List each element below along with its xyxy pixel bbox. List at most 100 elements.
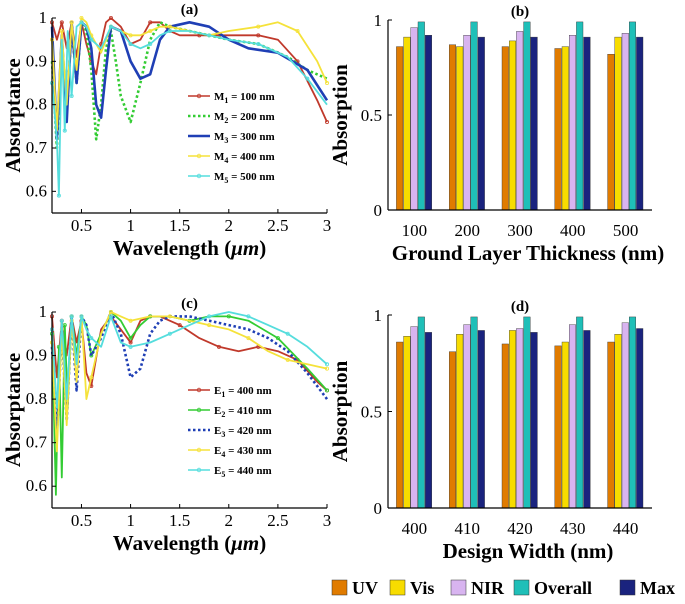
y-tick-label: 0.6 <box>26 181 47 200</box>
series-marker <box>108 314 113 319</box>
legend-label-sub: 4 <box>224 156 228 165</box>
panel-title: (d) <box>511 299 529 315</box>
legend-label-sub: 4 <box>221 450 225 459</box>
series-marker <box>324 120 329 125</box>
series-marker <box>128 340 133 345</box>
legend-label-sub: 2 <box>221 410 225 419</box>
x-tick-label: 200 <box>454 221 480 240</box>
legend-label: E2 = 410 nm <box>214 405 272 419</box>
bar-nir-500 <box>621 33 629 211</box>
x-tick-label: 1 <box>126 511 135 530</box>
x-axis-title-close: ) <box>259 236 266 260</box>
bar-overall-400 <box>417 316 425 509</box>
legend-label: M2 = 200 nm <box>214 111 275 125</box>
series-marker <box>69 314 74 319</box>
bar-overall-420 <box>523 316 531 509</box>
series-marker <box>128 344 133 349</box>
series-marker <box>128 318 133 323</box>
x-tick-label: 1 <box>126 216 135 235</box>
bar-nir-420 <box>516 328 524 509</box>
y-tick-label: 0 <box>374 499 383 518</box>
x-axis-title-unit: μm <box>230 236 259 260</box>
bar-overall-500 <box>629 21 637 211</box>
legend-marker <box>196 173 202 179</box>
legend-label: M1 = 100 nm <box>214 91 275 105</box>
legend-label-suffix: = 500 nm <box>228 171 274 183</box>
bar-vis-100 <box>403 36 411 211</box>
bar-vis-420 <box>509 330 517 509</box>
series-marker <box>89 375 94 380</box>
series-marker <box>148 20 153 25</box>
legend-label-sub: 1 <box>221 390 225 399</box>
bar-uv-200 <box>449 44 457 211</box>
y-tick-label: 0.6 <box>26 476 47 495</box>
legend-label-name: E <box>214 465 221 477</box>
legend-label: M3 = 300 nm <box>214 131 275 145</box>
bar-uv-400 <box>554 48 562 211</box>
legend-label-name: M <box>214 171 225 183</box>
y-tick-label: 0.7 <box>26 433 48 452</box>
legend-label: E4 = 430 nm <box>214 445 272 459</box>
series-marker <box>324 81 329 86</box>
bar-nir-100 <box>410 27 418 211</box>
legend-label: M4 = 400 nm <box>214 151 275 165</box>
bar-uv-430 <box>554 345 562 509</box>
legend-label-name: E <box>214 425 221 437</box>
legend-label-suffix: = 100 nm <box>228 91 274 103</box>
bar-vis-440 <box>614 334 622 509</box>
bar-nir-430 <box>569 324 577 509</box>
legend-label-vis: Vis <box>410 578 434 598</box>
x-axis-title-unit: μm <box>230 531 259 555</box>
bar-uv-100 <box>396 46 404 211</box>
bottom-legend: UV Vis NIR Overall Max <box>331 578 675 598</box>
bar-max-440 <box>636 328 644 509</box>
legend-label-name: M <box>214 131 225 143</box>
x-tick-label: 410 <box>454 519 480 538</box>
legend-label-name: E <box>214 405 221 417</box>
x-tick-label: 1.5 <box>169 216 190 235</box>
x-tick-label: 2 <box>225 216 234 235</box>
legend-label-max: Max <box>640 578 675 598</box>
bar-max-400 <box>583 36 591 211</box>
panel-title: (a) <box>181 2 199 18</box>
legend-marker <box>196 93 202 99</box>
panel-b: (b) 100 200 300 400 500 0 0.5 1 Ground Layer Thic… <box>328 4 664 265</box>
series-marker <box>305 76 310 81</box>
legend-label-overall: Overall <box>534 578 592 598</box>
series-marker <box>79 20 84 25</box>
legend-marker <box>196 467 202 473</box>
series-marker <box>226 314 231 319</box>
bar-uv-420 <box>501 343 509 509</box>
x-axis-title-text: Wavelength ( <box>113 531 231 555</box>
bar-max-430 <box>583 330 591 509</box>
legend-label-suffix: = 400 nm <box>225 385 271 397</box>
series-marker <box>128 33 133 38</box>
series-marker <box>167 28 172 33</box>
series-marker <box>148 28 153 33</box>
series-marker <box>69 94 74 99</box>
legend-label-nir: NIR <box>471 578 505 598</box>
series-marker <box>324 362 329 367</box>
series-marker <box>167 314 172 319</box>
series-marker <box>256 33 261 38</box>
legend-label-suffix: = 430 nm <box>225 445 271 457</box>
series-marker <box>148 42 153 47</box>
y-tick-label: 0.9 <box>26 346 47 365</box>
bar-nir-300 <box>516 31 524 211</box>
series-marker <box>62 128 67 133</box>
y-tick-label: 1 <box>39 302 48 321</box>
panel-d: (d) 400 410 420 430 440 0 0.5 1 Design Width (nm)… <box>328 299 652 563</box>
x-tick-label: 300 <box>507 221 533 240</box>
x-axis-title: Wavelength (μm) <box>113 236 266 260</box>
series-marker <box>89 37 94 42</box>
bar-max-100 <box>425 35 433 211</box>
x-tick-label: 500 <box>613 221 639 240</box>
series-marker <box>59 318 64 323</box>
series-marker <box>79 15 84 20</box>
x-tick-label: 430 <box>560 519 586 538</box>
series-marker <box>295 28 300 33</box>
legend-label-suffix: = 420 nm <box>225 425 271 437</box>
bar-uv-410 <box>449 351 457 509</box>
series-marker <box>324 366 329 371</box>
